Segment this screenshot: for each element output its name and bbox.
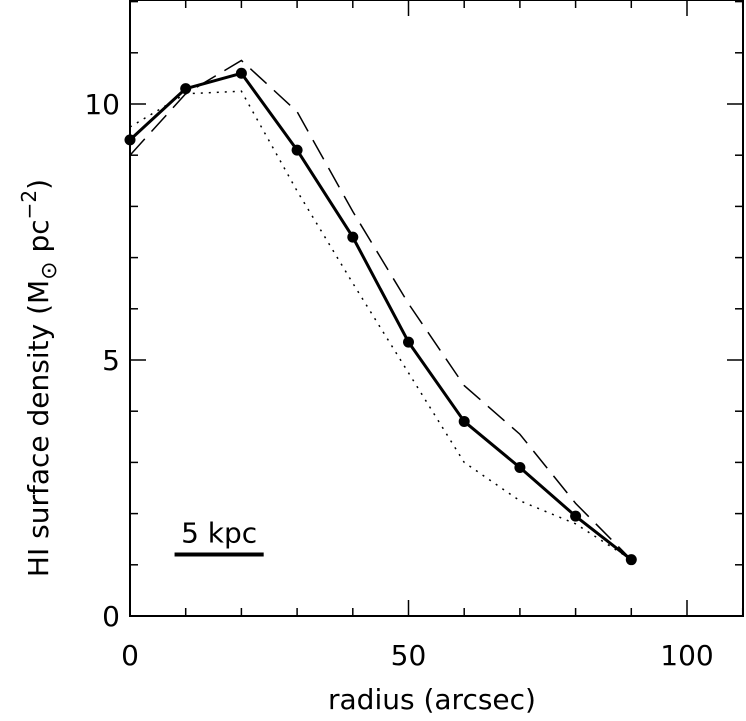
y-tick-label: 10 xyxy=(84,88,120,121)
data-point xyxy=(235,67,247,79)
y-axis-label-unit: pc xyxy=(22,219,55,261)
data-point xyxy=(570,510,582,522)
x-tick-label: 50 xyxy=(391,639,427,672)
y-axis-label-close: ) xyxy=(22,179,55,190)
tick-labels: 0 50 100 0 5 10 xyxy=(84,88,713,672)
series-line-dotted xyxy=(129,90,632,561)
data-point xyxy=(180,83,192,95)
series-layer xyxy=(124,59,637,566)
data-point xyxy=(514,462,526,474)
data-point xyxy=(291,144,303,156)
data-point xyxy=(458,415,470,427)
y-axis-label-group: HI surface density (M⊙ pc−2) xyxy=(17,179,62,577)
y-axis-label: HI surface density (M⊙ pc−2) xyxy=(17,179,62,577)
x-tick-label: 0 xyxy=(121,639,139,672)
plot-frame xyxy=(129,0,744,617)
series-line-solid xyxy=(128,71,633,561)
y-axis-label-main: HI surface density (M xyxy=(22,280,55,577)
data-point xyxy=(403,336,414,348)
y-tick-label: 5 xyxy=(102,344,120,377)
axis-ticks xyxy=(129,0,744,617)
data-point xyxy=(124,134,136,146)
scale-bar-label: 5 kpc xyxy=(181,517,257,550)
data-point xyxy=(347,231,359,243)
series-line-dashed xyxy=(129,59,632,561)
y-tick-label: 0 xyxy=(102,600,120,633)
x-axis-label: radius (arcsec) xyxy=(328,683,536,716)
y-axis-label-exponent: −2 xyxy=(17,190,41,219)
scale-bar: 5 kpc xyxy=(174,517,264,557)
sun-symbol: ⊙ xyxy=(37,261,62,279)
x-tick-label: 100 xyxy=(660,639,713,672)
